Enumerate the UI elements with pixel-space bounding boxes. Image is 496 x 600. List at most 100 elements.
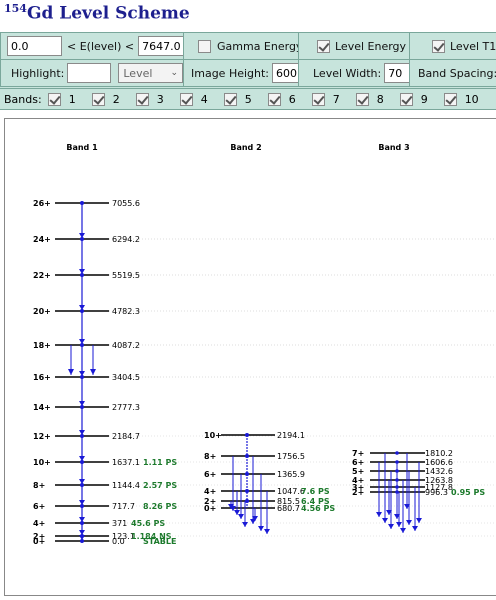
transition-dot [395,490,399,494]
level-width-label: Level Width: [313,66,382,80]
band-number: 1 [68,92,76,106]
level-halflife: STABLE [143,537,176,546]
transition-arrow [264,529,270,534]
level-scheme-canvas: Band 1 Band 2 Band 3 26+ 7055.6 24+ 6294.2 22+ 5… [4,118,496,596]
band-title: Band 3 [378,143,409,152]
transition-arrow [400,528,406,533]
band-checkbox[interactable] [399,92,413,106]
level-energy: 815.5 [277,497,300,506]
level-spin: 8+ [204,452,216,461]
level-halflife: 7.6 PS [301,487,330,496]
gamma-energy-cell: Gamma Energy [183,32,299,60]
level-energy: 680.7 [277,504,300,513]
level-energy: 7055.6 [112,199,140,208]
band-toggle-9[interactable]: 9 [399,92,444,106]
level-spin: 6+ [352,458,364,467]
transition-arrow [234,510,240,515]
level-energy-label: Level Energy [335,39,407,53]
transition-dot [245,489,249,493]
level-energy: 2184.7 [112,432,140,441]
transition-dot [80,201,84,205]
band-number: 9 [420,92,428,106]
level-energy: 1144.4 [112,481,140,490]
band-title: Band 2 [230,143,261,152]
band-toggle-4[interactable]: 4 [179,92,224,106]
level-spin: 20+ [33,307,51,316]
transition-dot [245,433,249,437]
elevel-max-input[interactable] [138,36,183,56]
transition-arrow [79,269,85,274]
transition-dot [80,309,84,313]
level-energy: 1047.6 [277,487,305,496]
control-panel: < E(level) < Gamma Energy Level Energy L… [0,32,496,110]
level-halflife: 6.4 PS [301,497,330,506]
gamma-energy-label: Gamma Energy [217,39,299,53]
band-toggle-7[interactable]: 7 [311,92,356,106]
band-toggle-1[interactable]: 1 [47,92,92,106]
image-height-input[interactable] [272,63,298,83]
level-spin: 0+ [33,537,45,546]
level-energy: 3404.5 [112,373,140,382]
band-checkbox[interactable] [91,92,105,106]
level-width-input[interactable] [384,63,409,83]
level-energy: 1263.8 [425,476,453,485]
level-spin: 4+ [33,519,45,528]
bands-label: Bands: [4,92,42,106]
band-number: 2 [112,92,120,106]
transition-arrow [79,517,85,522]
band-checkbox[interactable] [135,92,149,106]
transition-arrow [376,512,382,517]
band-checkbox[interactable] [223,92,237,106]
bands-row: Bands: 1 2 3 4 5 6 7 8 9 10 [0,88,496,110]
image-height-label: Image Height: [191,66,270,80]
band-title: Band 1 [66,143,98,152]
level-spin: 10+ [33,458,51,467]
transition-arrow [79,530,85,535]
level-halflife: 4.56 PS [301,504,335,513]
transition-arrow [68,369,74,375]
highlight-select[interactable]: Level ⌄ [118,63,183,83]
transition-dot [395,485,399,489]
band-checkbox[interactable] [443,92,457,106]
band-checkbox[interactable] [47,92,61,106]
band-number: 10 [464,92,479,106]
transition-dot [80,460,84,464]
band-toggle-3[interactable]: 3 [135,92,180,106]
transition-arrow [382,518,388,523]
band-toggle-2[interactable]: 2 [91,92,136,106]
transition-dot [80,483,84,487]
level-spin: 16+ [33,373,51,382]
transition-arrow [79,401,85,406]
level-energy: 1127.8 [425,483,453,492]
level-t12-checkbox[interactable] [432,39,445,53]
level-spin: 2+ [352,488,364,497]
highlight-input[interactable] [67,63,112,83]
band-number: 8 [376,92,384,106]
transition-dot [395,469,399,473]
level-spin: 3+ [352,483,364,492]
elevel-min-input[interactable] [7,36,62,56]
transition-dot [245,472,249,476]
band-toggle-6[interactable]: 6 [267,92,312,106]
level-spin: 6+ [33,502,45,511]
elevel-label: < E(level) < [67,39,135,53]
transition-dot [80,375,84,379]
transition-dot [80,343,84,347]
transition-arrow [242,522,248,527]
transition-dot [80,405,84,409]
transition-arrow [238,514,244,519]
band-checkbox[interactable] [311,92,325,106]
transition-arrow [79,430,85,435]
band-checkbox[interactable] [267,92,281,106]
band-spacing-label: Band Spacing: [418,66,496,80]
highlight-select-value: Level [123,66,153,80]
band-checkbox[interactable] [355,92,369,106]
gamma-energy-checkbox[interactable] [198,39,211,53]
band-toggle-10[interactable]: 10 [443,92,488,106]
band-toggle-8[interactable]: 8 [355,92,400,106]
level-spin: 0+ [204,504,216,513]
level-halflife: 45.6 PS [131,519,165,528]
level-energy-checkbox[interactable] [317,39,330,53]
band-toggle-5[interactable]: 5 [223,92,268,106]
band-checkbox[interactable] [179,92,193,106]
